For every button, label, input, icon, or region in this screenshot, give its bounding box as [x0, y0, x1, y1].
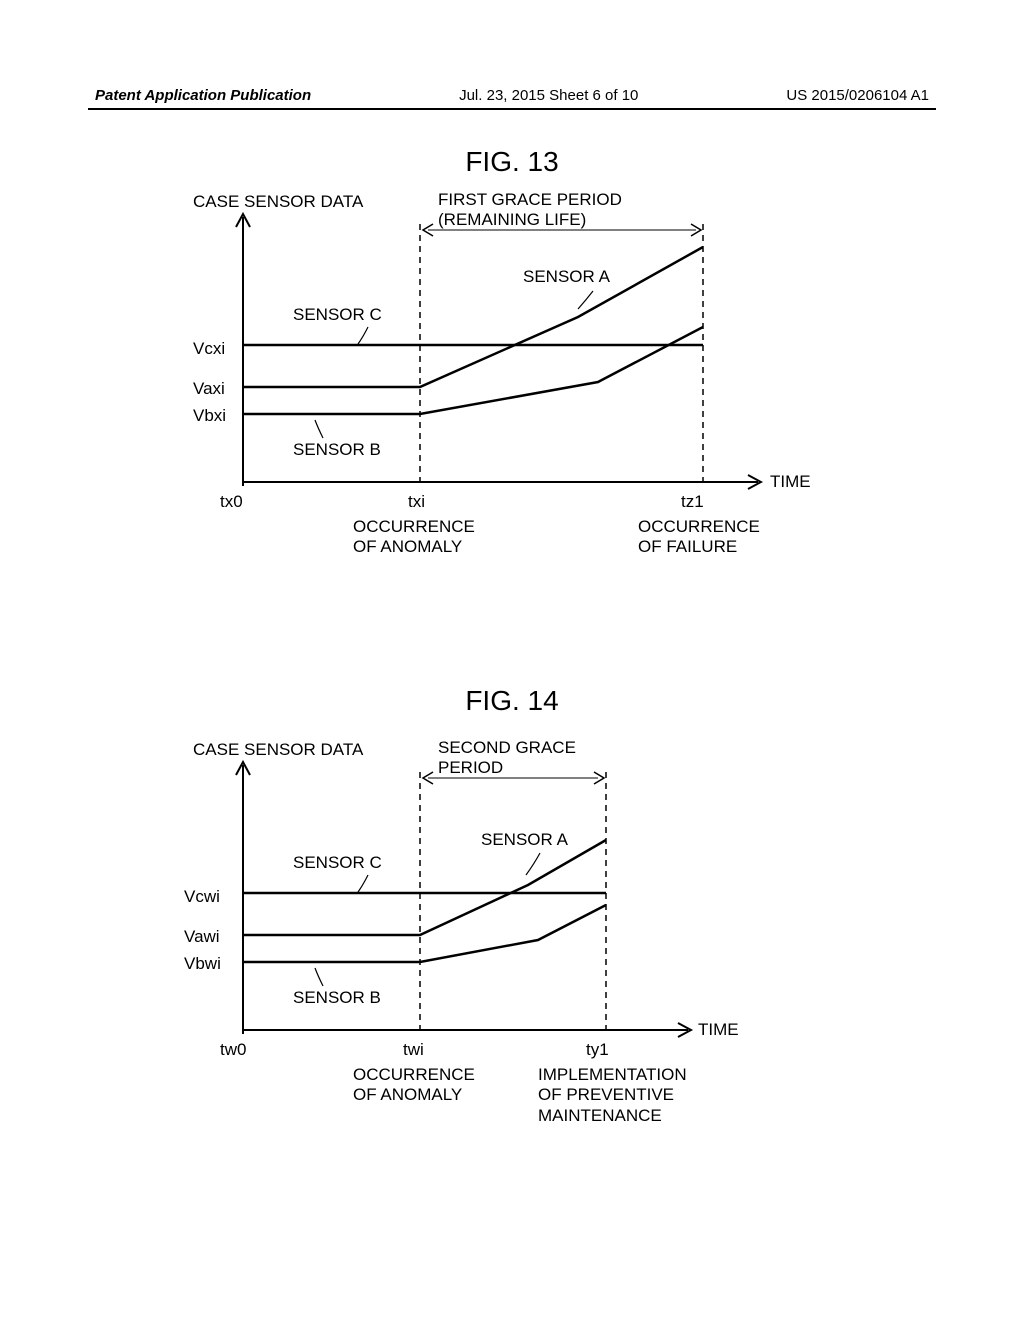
header-center: Jul. 23, 2015 Sheet 6 of 10: [459, 87, 638, 104]
fig14-event1-line1: OCCURRENCE: [353, 1065, 475, 1084]
fig14-sensor-c-label: SENSOR C: [293, 853, 382, 873]
header-left: Patent Application Publication: [95, 87, 311, 104]
fig13-sensor-b-label: SENSOR B: [293, 440, 381, 460]
fig13-ylabel: CASE SENSOR DATA: [193, 192, 363, 212]
fig14-time-label: TIME: [698, 1020, 739, 1040]
fig14-event2-line2: OF PREVENTIVE: [538, 1085, 674, 1104]
fig13-event1-line2: OF ANOMALY: [353, 537, 462, 556]
fig14-xtick-2: ty1: [586, 1040, 609, 1060]
fig14-event1-line2: OF ANOMALY: [353, 1085, 462, 1104]
fig13-ytick-2: Vbxi: [193, 406, 226, 426]
fig13-xtick-0: tx0: [220, 492, 243, 512]
fig14-ytick-2: Vbwi: [184, 954, 221, 974]
fig14-sensor-a-label: SENSOR A: [481, 830, 568, 850]
fig14-title: FIG. 14: [0, 685, 1024, 717]
fig13-xtick-1: txi: [408, 492, 425, 512]
fig13-time-label: TIME: [770, 472, 811, 492]
fig13-sensor-c-label: SENSOR C: [293, 305, 382, 325]
fig14-event2-line3: MAINTENANCE: [538, 1106, 662, 1125]
fig14-xtick-0: tw0: [220, 1040, 246, 1060]
fig14-period-label: SECOND GRACE PERIOD: [438, 738, 576, 777]
fig13-ytick-0: Vcxi: [193, 339, 225, 359]
fig13-sensor-a-label: SENSOR A: [523, 267, 610, 287]
header-divider: [88, 108, 936, 110]
fig13-period-line2: (REMAINING LIFE): [438, 210, 586, 229]
fig14-period-line2: PERIOD: [438, 758, 503, 777]
fig14-ytick-1: Vawi: [184, 927, 220, 947]
fig13-chart: CASE SENSOR DATA FIRST GRACE PERIOD (REM…: [198, 192, 838, 597]
fig14-chart: CASE SENSOR DATA SECOND GRACE PERIOD SEN…: [198, 740, 838, 1170]
fig14-event1: OCCURRENCE OF ANOMALY: [353, 1065, 475, 1106]
fig14-sensor-b-label: SENSOR B: [293, 988, 381, 1008]
fig14-ylabel: CASE SENSOR DATA: [193, 740, 363, 760]
fig13-event2-line1: OCCURRENCE: [638, 517, 760, 536]
fig13-ytick-1: Vaxi: [193, 379, 225, 399]
fig13-xtick-2: tz1: [681, 492, 704, 512]
fig13-period-line1: FIRST GRACE PERIOD: [438, 190, 622, 209]
fig13-event2: OCCURRENCE OF FAILURE: [638, 517, 760, 558]
fig14-event2: IMPLEMENTATION OF PREVENTIVE MAINTENANCE: [538, 1065, 687, 1126]
fig14-period-line1: SECOND GRACE: [438, 738, 576, 757]
fig14-xtick-1: twi: [403, 1040, 424, 1060]
fig14-event2-line1: IMPLEMENTATION: [538, 1065, 687, 1084]
fig13-event1-line1: OCCURRENCE: [353, 517, 475, 536]
fig14-ytick-0: Vcwi: [184, 887, 220, 907]
fig13-event2-line2: OF FAILURE: [638, 537, 737, 556]
header-right: US 2015/0206104 A1: [786, 87, 929, 104]
fig13-title: FIG. 13: [0, 146, 1024, 178]
fig13-period-label: FIRST GRACE PERIOD (REMAINING LIFE): [438, 190, 622, 229]
fig13-event1: OCCURRENCE OF ANOMALY: [353, 517, 475, 558]
page-header: Patent Application Publication Jul. 23, …: [0, 87, 1024, 104]
